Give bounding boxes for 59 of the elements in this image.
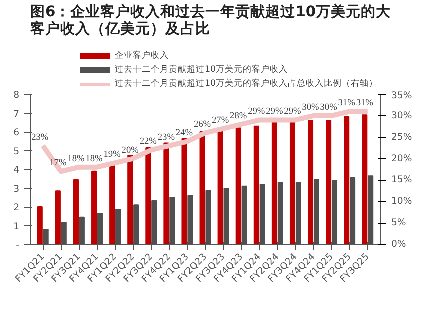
bar: [308, 120, 314, 244]
bar: [110, 164, 116, 244]
bar: [146, 147, 152, 244]
data-label: 27%: [212, 116, 230, 126]
y2-tick-label: 10%: [392, 196, 412, 208]
legend-label: 过去十二个月贡献超过10万美元的客户收入占总收入比例（右轴）: [115, 78, 378, 90]
y-tick-label: -: [16, 240, 20, 251]
data-label: 29%: [284, 107, 302, 118]
y2-tick-label: 0%: [392, 239, 406, 250]
data-label: 19%: [104, 150, 122, 160]
y-tick-label: 4: [14, 165, 20, 176]
data-label: 31%: [338, 98, 356, 109]
data-label: 23%: [158, 132, 176, 143]
y2-tick-label: 5%: [392, 218, 406, 229]
data-label: 18%: [68, 154, 85, 164]
y-tick-label: 6: [14, 128, 20, 138]
bar: [128, 155, 134, 244]
data-label: 17%: [50, 158, 67, 169]
y-tick-label: 5: [14, 146, 20, 158]
data-label: 26%: [194, 120, 212, 130]
data-label: 29%: [248, 107, 266, 118]
legend-label: 过去十二个月贡献超过10万美元的客户收入: [115, 64, 288, 76]
data-label: 20%: [122, 146, 140, 156]
bar: [200, 132, 206, 244]
data-label: 31%: [356, 98, 374, 109]
bar: [73, 179, 79, 244]
data-label: 18%: [86, 154, 104, 164]
bar: [218, 130, 224, 244]
data-label: 22%: [140, 137, 158, 148]
bar: [182, 138, 188, 244]
chart-title: 图6：企业客户收入和过去一年贡献超过10万美元的大客户收入（亿美元）及占比: [30, 2, 392, 38]
data-label: 24%: [176, 128, 194, 139]
legend-label: 企业客户收入: [115, 50, 169, 62]
data-label: 29%: [266, 107, 284, 118]
y2-tick-label: 20%: [392, 153, 412, 164]
data-label: 23%: [32, 132, 49, 143]
data-label: 30%: [320, 102, 338, 113]
bar: [362, 114, 368, 244]
y-tick-label: 1: [14, 221, 20, 232]
y-tick-label: 3: [14, 184, 20, 195]
data-label: 30%: [302, 102, 320, 113]
y2-tick-label: 15%: [392, 174, 412, 186]
bar: [37, 206, 43, 244]
y-tick-label: 2: [14, 202, 20, 214]
bar: [254, 126, 260, 244]
data-label: 28%: [230, 112, 248, 122]
bar: [290, 122, 296, 244]
bar: [92, 170, 98, 244]
y2-tick-label: 25%: [392, 132, 412, 143]
bar: [344, 116, 350, 244]
y2-tick-label: 30%: [392, 110, 412, 122]
bar: [236, 128, 242, 244]
bar: [272, 122, 278, 244]
y-tick-label: 7: [14, 108, 20, 120]
bar: [164, 142, 170, 244]
bar: [55, 190, 61, 244]
y-tick-label: 8: [14, 90, 20, 101]
bar: [326, 120, 332, 244]
y2-tick-label: 35%: [392, 90, 412, 102]
